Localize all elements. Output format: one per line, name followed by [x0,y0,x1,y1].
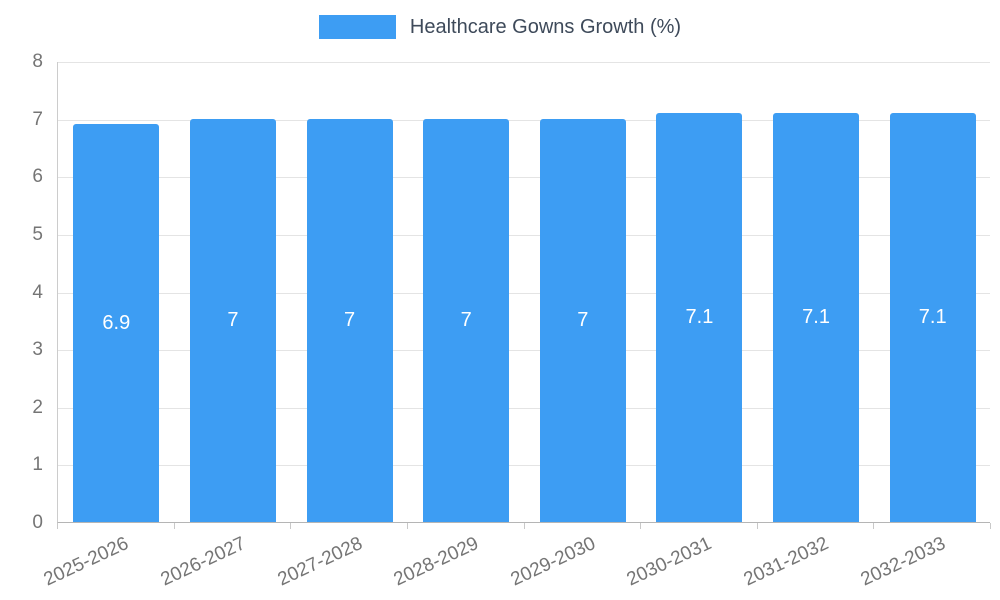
x-axis-label: 2026-2027 [157,533,249,591]
gridline [58,177,990,179]
gridline [58,119,990,121]
x-axis-tick [640,523,642,529]
bar-value-label: 7 [227,308,239,331]
gridline [58,292,990,294]
x-axis-label: 2029-2030 [507,533,599,591]
x-axis-tick [990,523,991,529]
x-axis-tick [756,523,758,529]
gridline [58,465,990,467]
bar-2026-2027[interactable]: 7 [189,118,276,522]
y-axis-tick-label: 3 [32,339,43,361]
x-axis-tick [873,523,875,529]
bar-2025-2026[interactable]: 6.9 [73,124,160,522]
x-axis-label: 2032-2033 [857,533,949,591]
x-axis-label: 2031-2032 [740,533,832,591]
bar-value-label: 7 [577,308,589,331]
bar-value-label: 7 [460,308,472,331]
bar-2028-2029[interactable]: 7 [423,118,510,522]
gridline [58,234,990,236]
y-axis-tick-label: 1 [32,454,43,476]
y-axis-tick-label: 2 [32,396,43,418]
bar-value-label: 7.1 [918,305,947,328]
bar-value-label: 6.9 [102,311,131,334]
bar-2032-2033[interactable]: 7.1 [889,112,976,522]
bar-value-label: 7 [344,308,356,331]
y-axis-tick-label: 8 [32,51,43,72]
bar-value-label: 7.1 [802,305,830,328]
x-axis-tick [406,523,408,529]
bar-2031-2032[interactable]: 7.1 [773,112,860,522]
x-axis-label: 2027-2028 [274,533,366,591]
x-axis-label: 2025-2026 [40,533,133,591]
x-axis-tick [290,523,292,529]
bar-2027-2028[interactable]: 7 [306,118,393,522]
bar-value-label: 7.1 [685,305,714,328]
chart-legend[interactable]: Healthcare Gowns Growth (%) [0,15,1000,39]
bar-2029-2030[interactable]: 7 [539,118,626,522]
x-axis-tick [173,523,175,529]
x-axis-label: 2030-2031 [624,533,716,591]
gridline [58,407,990,409]
y-axis-tick-label: 7 [32,108,43,130]
y-axis-tick-label: 0 [32,512,43,533]
x-axis-tick [57,523,58,529]
legend-swatch [318,15,396,39]
bar-2030-2031[interactable]: 7.1 [656,112,743,522]
x-axis-label: 2028-2029 [390,533,483,591]
gridline [58,350,990,352]
y-axis-tick-label: 5 [32,223,43,245]
x-axis-tick [523,523,525,529]
y-axis-tick-label: 4 [32,281,43,303]
y-axis-tick-label: 6 [32,166,43,188]
legend-label: Healthcare Gowns Growth (%) [409,15,682,38]
gridline [58,62,990,63]
plot-area: 6.9 7 7 7 7 7.1 7.1 7.1 [57,62,990,523]
